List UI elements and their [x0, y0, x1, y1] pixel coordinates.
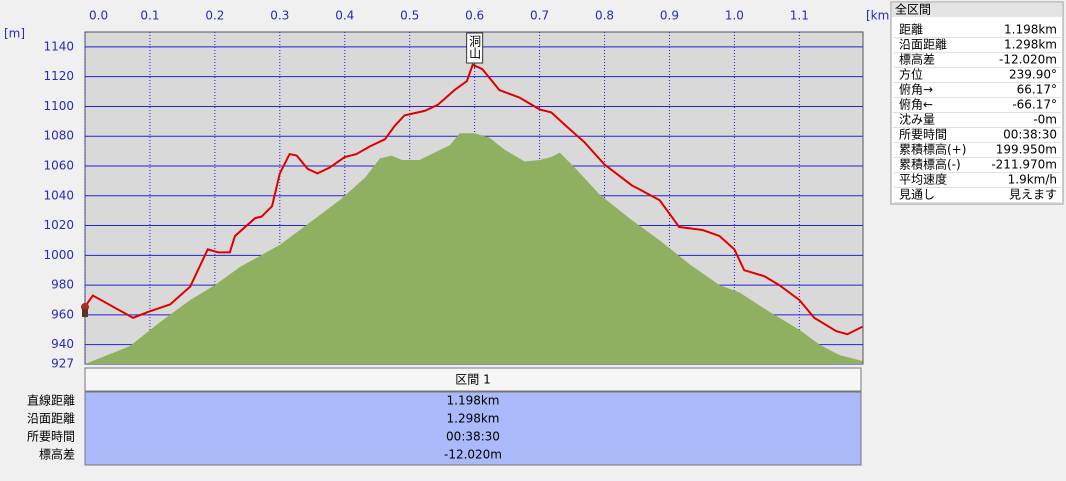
row-value: 1.298km — [447, 412, 500, 426]
y-tick-label: 1060 — [43, 158, 74, 172]
y-tick-label: 960 — [51, 307, 74, 321]
x-tick-label: 0.5 — [400, 9, 419, 23]
x-tick-label: 1.0 — [725, 9, 744, 23]
y-tick-label: 1140 — [43, 39, 74, 53]
y-tick-label: 980 — [51, 278, 74, 292]
summary-label: 所要時間 — [899, 128, 947, 142]
row-label: 所要時間 — [27, 430, 75, 444]
row-label: 標高差 — [39, 447, 75, 462]
summary-value: 239.90° — [1009, 68, 1057, 82]
x-tick-label: 0.6 — [465, 9, 484, 23]
y-tick-label: 940 — [51, 337, 74, 351]
hiker-icon — [81, 303, 89, 317]
summary-value: 1.9km/h — [1008, 173, 1057, 187]
x-axis-label: [km] — [866, 9, 894, 23]
x-tick-label: 0.0 — [89, 9, 108, 23]
y-tick-label: 1000 — [43, 248, 74, 262]
y-tick-label: 1040 — [43, 188, 74, 202]
y-tick-label: 1100 — [43, 99, 74, 113]
route-line — [84, 63, 863, 336]
y-tick-label: 1120 — [43, 69, 74, 83]
summary-value: 199.950m — [996, 143, 1057, 157]
y-axis-label: [m] — [4, 27, 25, 41]
summary-value: 66.17° — [1017, 83, 1057, 97]
summary-label: 沈み量 — [899, 112, 935, 127]
section-values-box — [84, 391, 862, 466]
summary-label: 俯角→ — [899, 82, 933, 97]
x-tick-label: 0.7 — [530, 9, 549, 23]
x-tick-label: 0.2 — [205, 9, 224, 23]
y-tick-label: 1080 — [43, 129, 74, 143]
summary-value: 1.198km — [1004, 23, 1057, 37]
x-tick-label: 1.1 — [790, 9, 809, 23]
y-tick-label: 927 — [51, 357, 74, 371]
row-value: 1.198km — [447, 394, 500, 408]
row-label: 直線距離 — [27, 393, 75, 408]
x-tick-label: 0.9 — [660, 9, 679, 23]
summary-title: 全区間 — [895, 2, 931, 17]
summary-value: -12.020m — [999, 53, 1057, 67]
summary-label: 沿面距離 — [899, 38, 947, 52]
summary-label: 見通し — [899, 188, 935, 202]
summary-value: 見えます — [1009, 188, 1057, 202]
summary-panel — [890, 1, 1064, 205]
row-value: 00:38:30 — [446, 430, 500, 444]
summary-value: 00:38:30 — [1003, 128, 1057, 142]
summary-label: 俯角← — [899, 97, 933, 112]
summary-label: 方位 — [899, 67, 923, 82]
x-tick-label: 0.3 — [270, 9, 289, 23]
summary-label: 平均速度 — [899, 172, 947, 187]
x-tick-label: 0.1 — [140, 9, 159, 23]
summary-value: -0m — [1033, 113, 1057, 127]
summary-label: 標高差 — [899, 52, 935, 67]
peak-label: 洞山 — [468, 35, 482, 59]
y-tick-label: 1020 — [43, 218, 74, 232]
summary-label: 距離 — [899, 23, 923, 37]
section-header: 区間 1 — [455, 373, 490, 387]
section-header-box — [84, 367, 862, 392]
row-value: -12.020m — [444, 448, 502, 462]
terrain-area — [85, 133, 863, 364]
summary-value: -211.970m — [991, 158, 1057, 172]
summary-value: 1.298km — [1004, 38, 1057, 52]
x-tick-label: 0.8 — [595, 9, 614, 23]
row-label: 沿面距離 — [27, 412, 75, 426]
summary-title-bar — [892, 3, 1062, 17]
summary-label: 累積標高(+) — [899, 142, 966, 157]
summary-label: 累積標高(-) — [899, 157, 961, 172]
summary-value: -66.17° — [1012, 98, 1057, 112]
x-tick-label: 0.4 — [335, 9, 354, 23]
